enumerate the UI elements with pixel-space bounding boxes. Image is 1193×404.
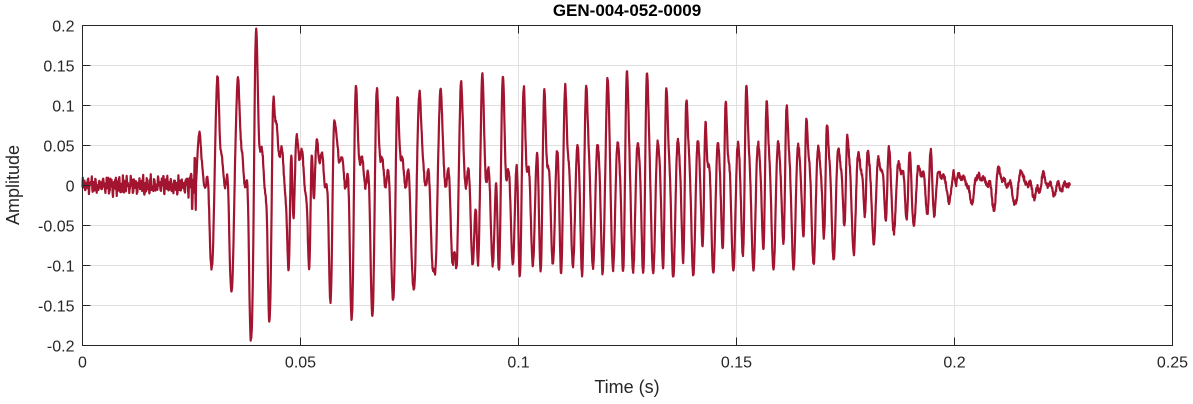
x-tick-label: 0.2: [943, 355, 965, 372]
y-tick-label: 0.15: [43, 59, 74, 76]
y-tick-label: 0.1: [52, 99, 74, 116]
chart-title: GEN-004-052-0009: [553, 1, 701, 20]
x-tick-label: 0.25: [1157, 355, 1188, 372]
plot-area: [81, 27, 1072, 342]
x-tick-label: 0: [78, 355, 87, 372]
x-tick-label: 0.1: [507, 355, 529, 372]
x-tick-label: 0.15: [721, 355, 752, 372]
x-axis-label: Time (s): [594, 377, 659, 397]
x-tick-label: 0.05: [285, 355, 316, 372]
y-tick-label: -0.15: [38, 299, 75, 316]
y-tick-label: -0.1: [47, 259, 75, 276]
y-tick-label: 0.2: [52, 19, 74, 36]
y-tick-label: -0.05: [38, 219, 75, 236]
y-tick-label: -0.2: [47, 339, 75, 356]
y-axis-label: Amplitude: [3, 145, 23, 225]
axis-ticks: 0 0.05 0.1 0.15 0.2 0.25 0.2 0.15 0.1 0.05 0 -0.05 -…: [38, 19, 1188, 372]
y-tick-label: 0.05: [43, 139, 74, 156]
waveform-series-line: [81, 27, 1072, 342]
y-tick-label: 0: [66, 179, 75, 196]
